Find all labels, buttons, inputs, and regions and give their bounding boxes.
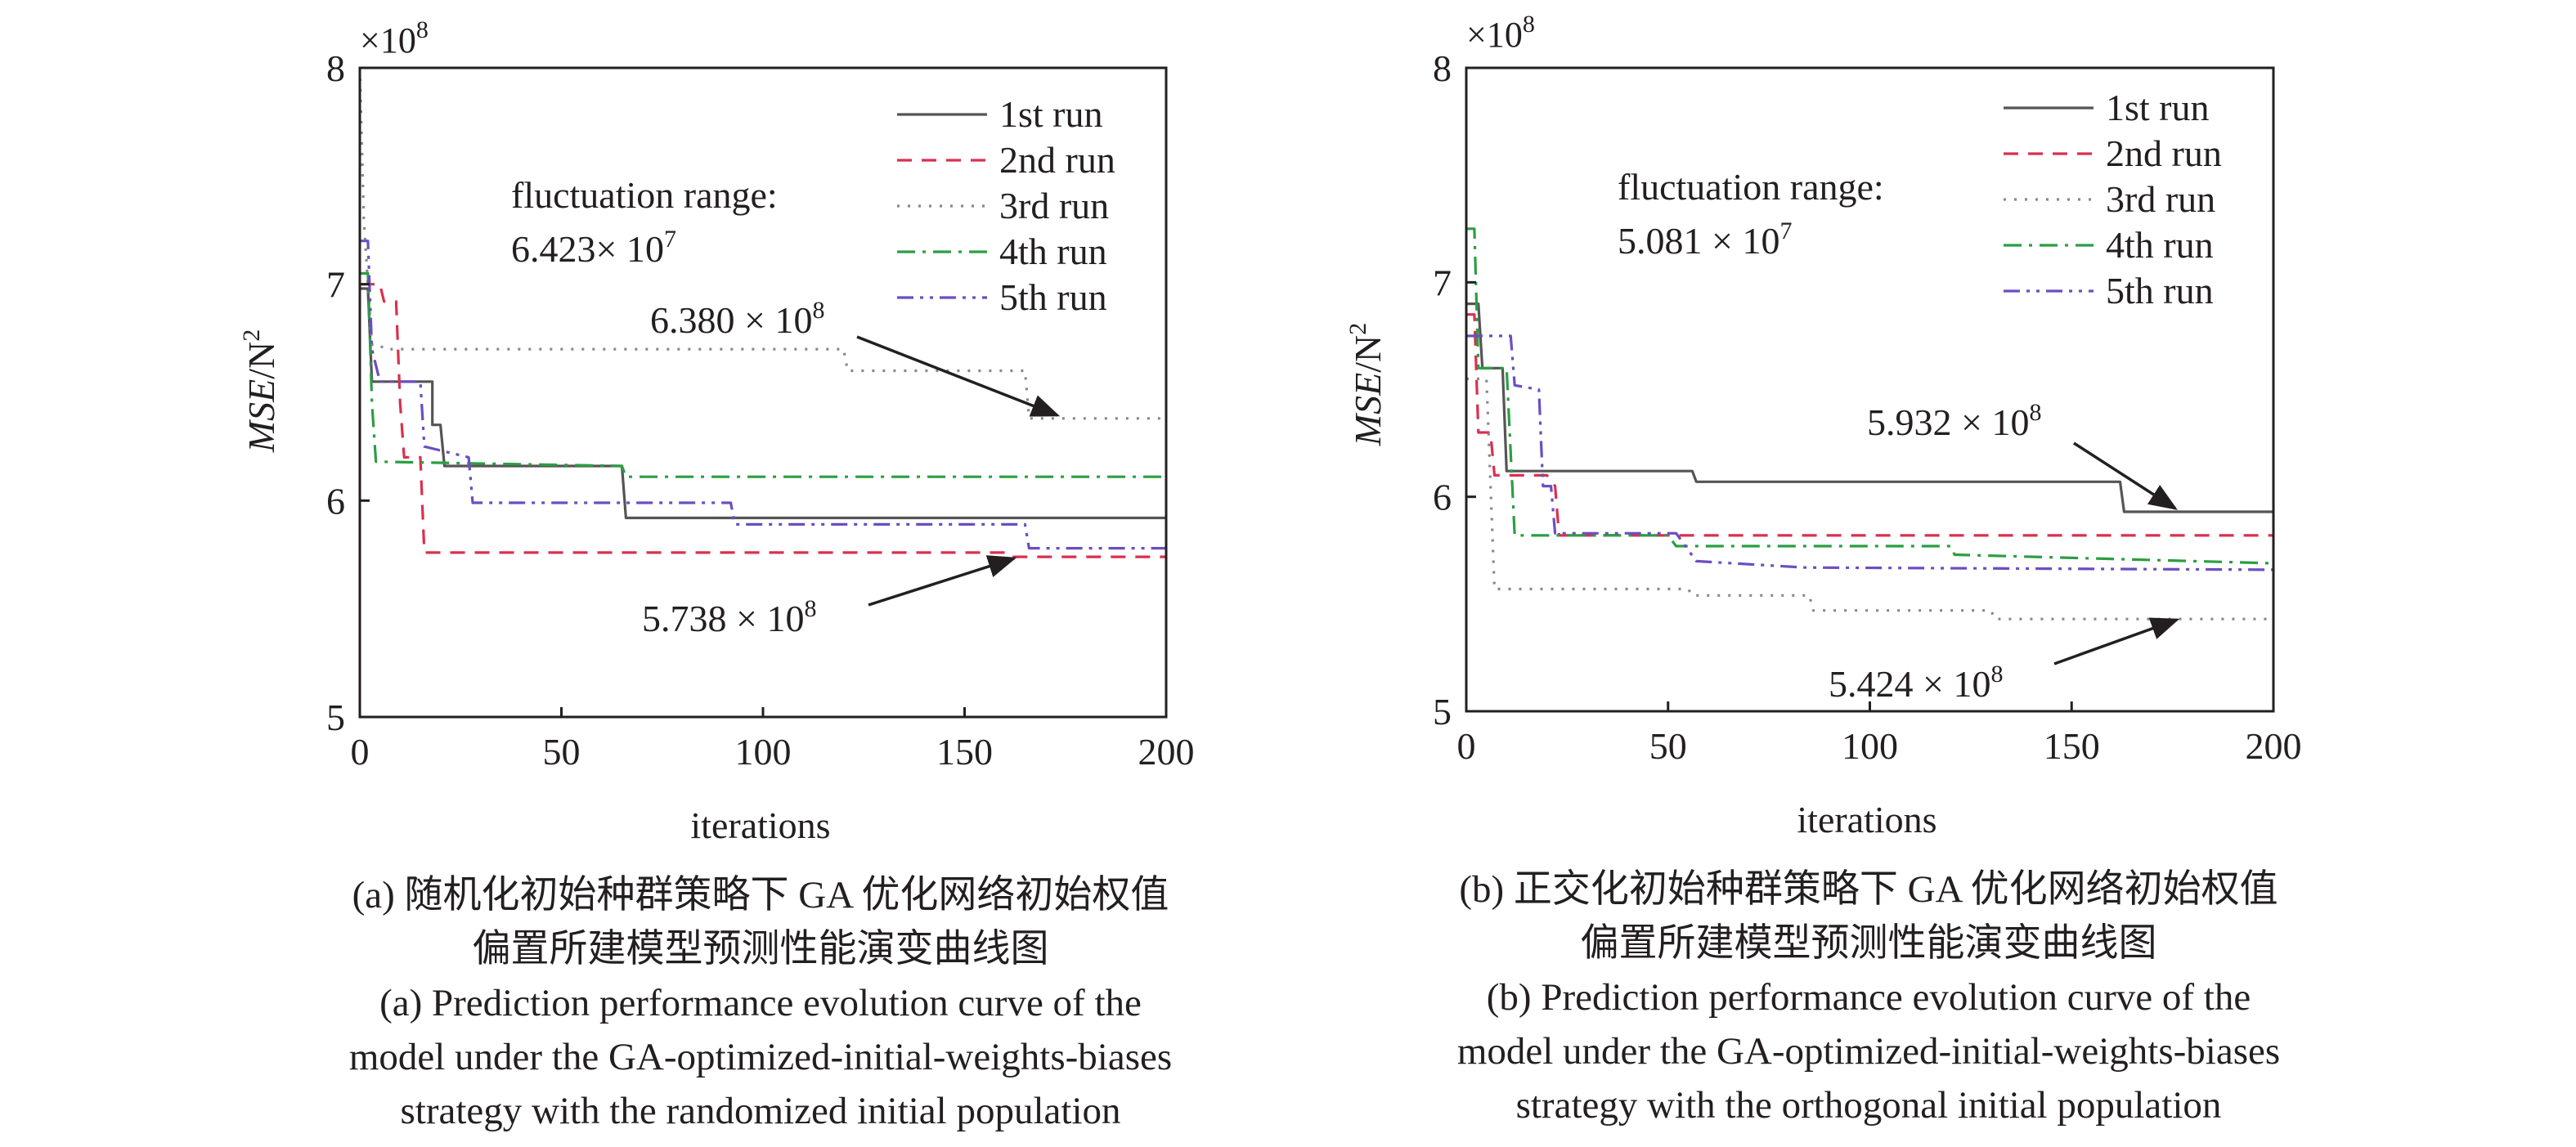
- y-tick-label: 8: [1433, 47, 1452, 89]
- fluctuation-label-a: fluctuation range:: [511, 174, 778, 216]
- caption-panel-b: (b) 正交化初始种群策略下 GA 优化网络初始权值 偏置所建模型预测性能演变曲…: [1296, 862, 2441, 1132]
- lower-value-annotation-a: 5.738 × 108: [642, 595, 816, 639]
- x-tick-label: 0: [1457, 725, 1476, 767]
- lower-arrow-a: [868, 555, 1017, 607]
- series-line-3: [1466, 377, 2273, 621]
- lower-arrow-b: [2053, 617, 2180, 665]
- caption-a-en-line1: (a) Prediction performance evolution cur…: [379, 982, 1142, 1024]
- y-tick-label: 7: [1433, 262, 1452, 303]
- x-tick-label: 0: [351, 731, 370, 773]
- legend-label-1: 1st run: [2106, 87, 2210, 128]
- series-layer-a: [358, 67, 1166, 558]
- legend-label-5: 5th run: [999, 276, 1107, 318]
- fluctuation-value-b: 5.081 × 107: [1618, 217, 1792, 262]
- series-line-2: [1466, 313, 2273, 537]
- legend-label-2: 2nd run: [2106, 132, 2222, 174]
- x-tick-label: 50: [543, 731, 581, 773]
- caption-b-en-line2: model under the GA-optimized-initial-wei…: [1456, 1030, 2281, 1073]
- x-tick-label: 200: [1138, 731, 1195, 773]
- upper-value-annotation-b: 5.932 × 108: [1867, 399, 2041, 443]
- x-tick-label: 200: [2246, 725, 2302, 767]
- series-line-2: [360, 283, 1166, 558]
- upper-arrow-b: [2073, 441, 2178, 510]
- legend-label-4: 4th run: [999, 231, 1107, 272]
- caption-a-en-line2: model under the GA-optimized-initial-wei…: [348, 1036, 1173, 1078]
- legend-label-2: 2nd run: [999, 139, 1115, 181]
- series-line-4: [1466, 227, 2274, 565]
- legend-label-1: 1st run: [999, 93, 1103, 135]
- legend-label-3: 3rd run: [2106, 178, 2215, 220]
- x-axis-label-a: iterations: [690, 804, 830, 846]
- y-tick-label: 6: [1433, 477, 1452, 518]
- fluctuation-value-a: 6.423× 107: [511, 226, 676, 270]
- ticks-layer-b: 0 50 100 150 200 5 6 7 8: [1433, 47, 2302, 767]
- caption-b-zh-line2: 偏置所建模型预测性能演变曲线图: [1580, 922, 2157, 965]
- y-axis-label-b: MSE/N2: [1344, 323, 1389, 446]
- legend-label-3: 3rd run: [999, 185, 1109, 226]
- caption-a-en-line3: strategy with the randomized initial pop…: [400, 1090, 1121, 1132]
- legend-label-5: 5th run: [2106, 270, 2214, 311]
- x-tick-label: 150: [2044, 725, 2100, 767]
- series-line-5: [1466, 334, 2274, 571]
- y-multiplier-a: ×108: [360, 16, 429, 60]
- y-axis-label-a: MSE/N2: [238, 329, 282, 453]
- caption-panel-a: (a) 随机化初始种群策略下 GA 优化网络初始权值 偏置所建模型预测性能演变曲…: [188, 868, 1333, 1138]
- series-line-4: [360, 271, 1166, 478]
- y-tick-label: 5: [1433, 691, 1452, 733]
- x-tick-label: 150: [936, 731, 993, 773]
- caption-a-zh-line1: (a) 随机化初始种群策略下 GA 优化网络初始权值: [352, 874, 1169, 916]
- fluctuation-label-b: fluctuation range:: [1618, 166, 1884, 208]
- series-line-1: [360, 287, 1166, 520]
- y-tick-label: 7: [326, 264, 345, 306]
- lower-value-annotation-b: 5.424 × 108: [1829, 661, 2003, 705]
- ticks-layer-a: 0 50 100 150 200 5 6 7 8: [326, 47, 1195, 773]
- legend-label-4: 4th run: [2106, 224, 2214, 266]
- upper-arrow-a: [856, 335, 1061, 417]
- y-tick-label: 8: [326, 47, 345, 89]
- x-tick-label: 100: [735, 731, 792, 773]
- y-tick-label: 5: [326, 697, 345, 738]
- caption-b-zh-line1: (b) 正交化初始种群策略下 GA 优化网络初始权值: [1459, 868, 2278, 911]
- y-multiplier-b: ×108: [1466, 11, 1535, 55]
- series-layer-b: [1466, 227, 2274, 621]
- y-tick-label: 6: [326, 480, 345, 522]
- x-tick-label: 50: [1649, 725, 1687, 767]
- x-axis-label-b: iterations: [1797, 799, 1936, 840]
- caption-a-zh-line2: 偏置所建模型预测性能演变曲线图: [472, 928, 1049, 970]
- caption-b-en-line3: strategy with the orthogonal initial pop…: [1515, 1084, 2222, 1127]
- x-tick-label: 100: [1842, 725, 1898, 767]
- caption-b-en-line1: (b) Prediction performance evolution cur…: [1486, 976, 2251, 1019]
- series-line-5: [360, 240, 1166, 550]
- upper-value-annotation-a: 6.380 × 108: [650, 297, 824, 341]
